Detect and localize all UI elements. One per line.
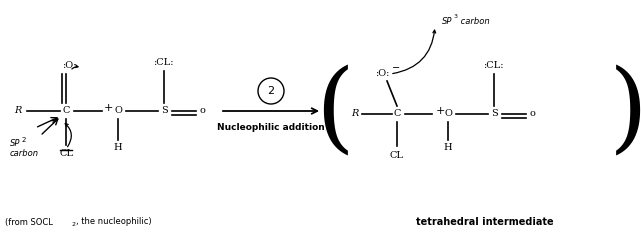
Text: o: o xyxy=(529,110,535,118)
Text: 2: 2 xyxy=(267,86,274,96)
Text: (from SOCL: (from SOCL xyxy=(5,218,53,227)
Text: 2: 2 xyxy=(72,223,76,228)
Text: C: C xyxy=(62,106,70,115)
Text: (: ( xyxy=(315,66,354,162)
Text: carbon: carbon xyxy=(10,148,39,157)
Text: H: H xyxy=(113,143,122,152)
Text: R: R xyxy=(14,106,22,115)
Text: O: O xyxy=(114,106,122,115)
Text: R: R xyxy=(351,110,359,118)
Text: :O:: :O: xyxy=(63,62,77,71)
FancyArrowPatch shape xyxy=(72,65,78,69)
Text: :CL:: :CL: xyxy=(484,62,504,71)
Text: carbon: carbon xyxy=(458,17,490,26)
Text: CL: CL xyxy=(390,152,404,160)
Text: ): ) xyxy=(608,66,641,162)
Text: H: H xyxy=(444,143,453,152)
Text: :CL:: :CL: xyxy=(154,59,174,67)
Text: SP: SP xyxy=(442,17,453,26)
FancyArrowPatch shape xyxy=(393,30,436,74)
Text: Nucleophilic addition: Nucleophilic addition xyxy=(217,123,325,132)
Text: S: S xyxy=(490,110,497,118)
Text: O: O xyxy=(444,110,452,118)
Text: :O:: :O: xyxy=(376,68,390,77)
Text: 2: 2 xyxy=(22,137,26,143)
Text: CL: CL xyxy=(59,149,73,159)
Text: , the nucleophilic): , the nucleophilic) xyxy=(76,218,152,227)
Text: −: − xyxy=(392,63,400,73)
FancyArrowPatch shape xyxy=(65,124,71,147)
Text: +: + xyxy=(435,106,445,116)
Text: S: S xyxy=(161,106,167,115)
Text: tetrahedral intermediate: tetrahedral intermediate xyxy=(416,217,554,227)
Text: 3: 3 xyxy=(454,14,458,20)
Text: +: + xyxy=(103,103,113,113)
Text: SP: SP xyxy=(10,139,21,148)
Text: C: C xyxy=(394,110,401,118)
Text: o: o xyxy=(199,106,205,115)
